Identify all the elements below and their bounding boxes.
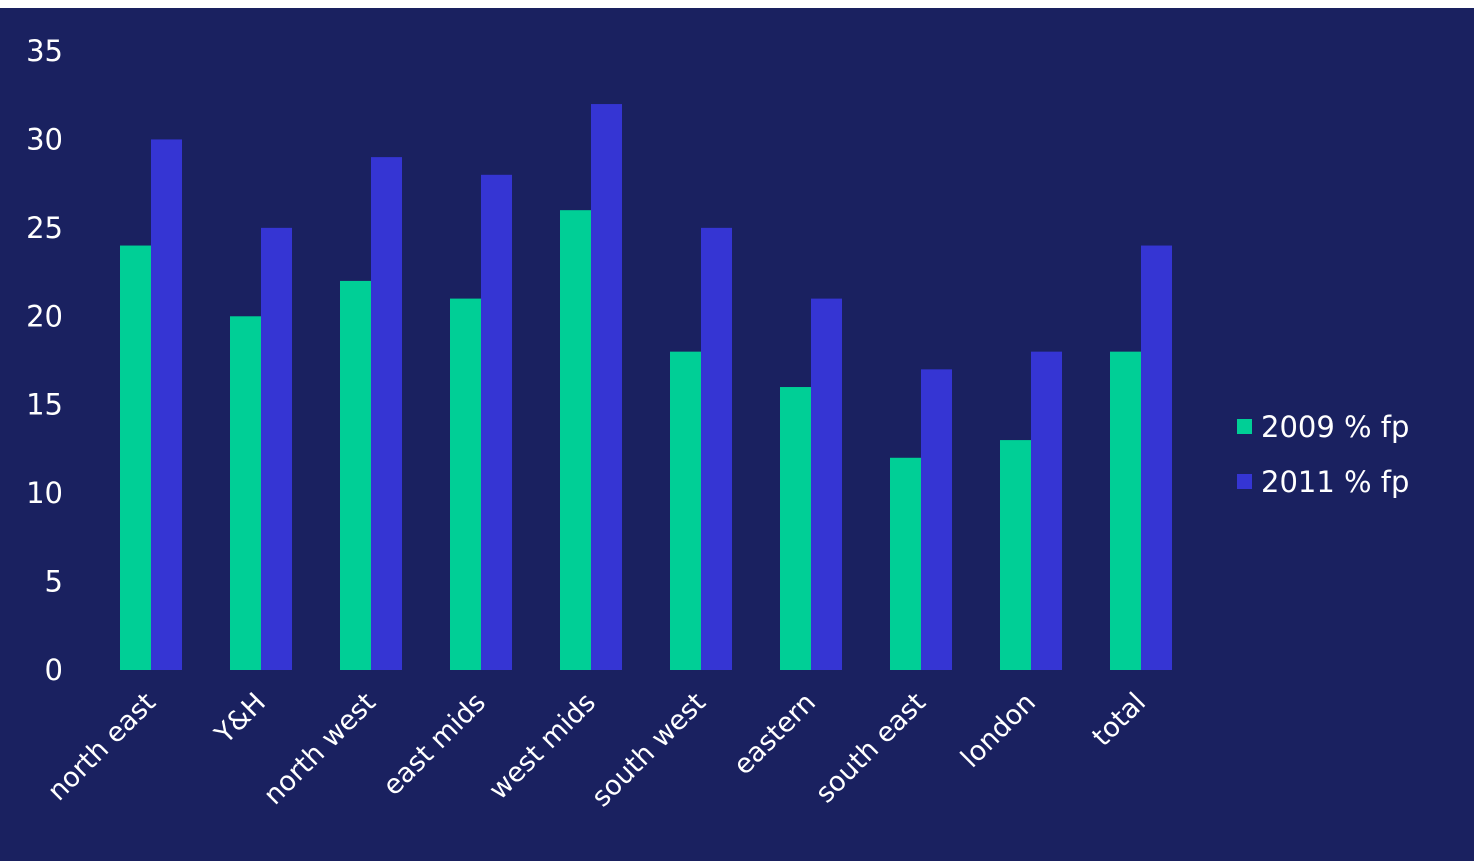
top-border-strip bbox=[0, 0, 1474, 8]
x-category-label: south west bbox=[586, 687, 712, 813]
bar-2011 bbox=[591, 104, 622, 671]
x-category-label: total bbox=[1086, 687, 1152, 753]
bar-2011 bbox=[921, 369, 952, 670]
bar-2011 bbox=[1031, 351, 1062, 670]
legend-swatch-2009 bbox=[1237, 419, 1252, 434]
bar-2009 bbox=[340, 280, 371, 670]
bar-2011 bbox=[261, 227, 292, 670]
y-tick-label: 20 bbox=[26, 299, 63, 333]
x-category-label: south east bbox=[810, 687, 932, 809]
y-tick-label: 10 bbox=[26, 476, 63, 510]
y-tick-label: 30 bbox=[26, 122, 63, 156]
legend-swatch-2011 bbox=[1237, 474, 1252, 489]
bar-2011 bbox=[151, 139, 182, 670]
x-category-label: north east bbox=[42, 687, 162, 807]
y-tick-label: 35 bbox=[26, 34, 63, 68]
y-axis: 0 5 10 15 20 25 30 35 bbox=[26, 34, 63, 687]
bar-2009 bbox=[120, 245, 151, 671]
x-category-label: eastern bbox=[728, 687, 822, 781]
bar-2011 bbox=[1141, 245, 1172, 671]
legend-label-2009: 2009 % fp bbox=[1261, 410, 1409, 444]
bar-2011 bbox=[701, 227, 732, 670]
bar-2009 bbox=[1000, 440, 1031, 670]
x-category-label: west mids bbox=[483, 687, 602, 806]
bar-2009 bbox=[780, 387, 811, 670]
y-tick-label: 0 bbox=[45, 653, 63, 687]
y-tick-label: 5 bbox=[45, 565, 63, 599]
bar-2009 bbox=[230, 316, 261, 670]
x-category-label: Y&H bbox=[208, 687, 272, 751]
bar-2011 bbox=[481, 174, 512, 671]
bar-2011 bbox=[811, 298, 842, 670]
bars bbox=[120, 104, 1172, 671]
y-tick-label: 15 bbox=[26, 388, 63, 422]
bar-2009 bbox=[450, 298, 481, 670]
bar-2009 bbox=[890, 457, 921, 670]
legend-label-2011: 2011 % fp bbox=[1261, 465, 1409, 499]
bar-2009 bbox=[1110, 351, 1141, 670]
bar-2009 bbox=[560, 210, 591, 670]
y-tick-label: 25 bbox=[26, 211, 63, 245]
x-category-label: east mids bbox=[377, 687, 492, 802]
legend: 2009 % fp 2011 % fp bbox=[1237, 410, 1409, 499]
x-category-label: london bbox=[955, 687, 1042, 774]
bar-2009 bbox=[670, 351, 701, 670]
bar-2011 bbox=[371, 157, 402, 671]
x-category-label: north west bbox=[258, 687, 382, 811]
